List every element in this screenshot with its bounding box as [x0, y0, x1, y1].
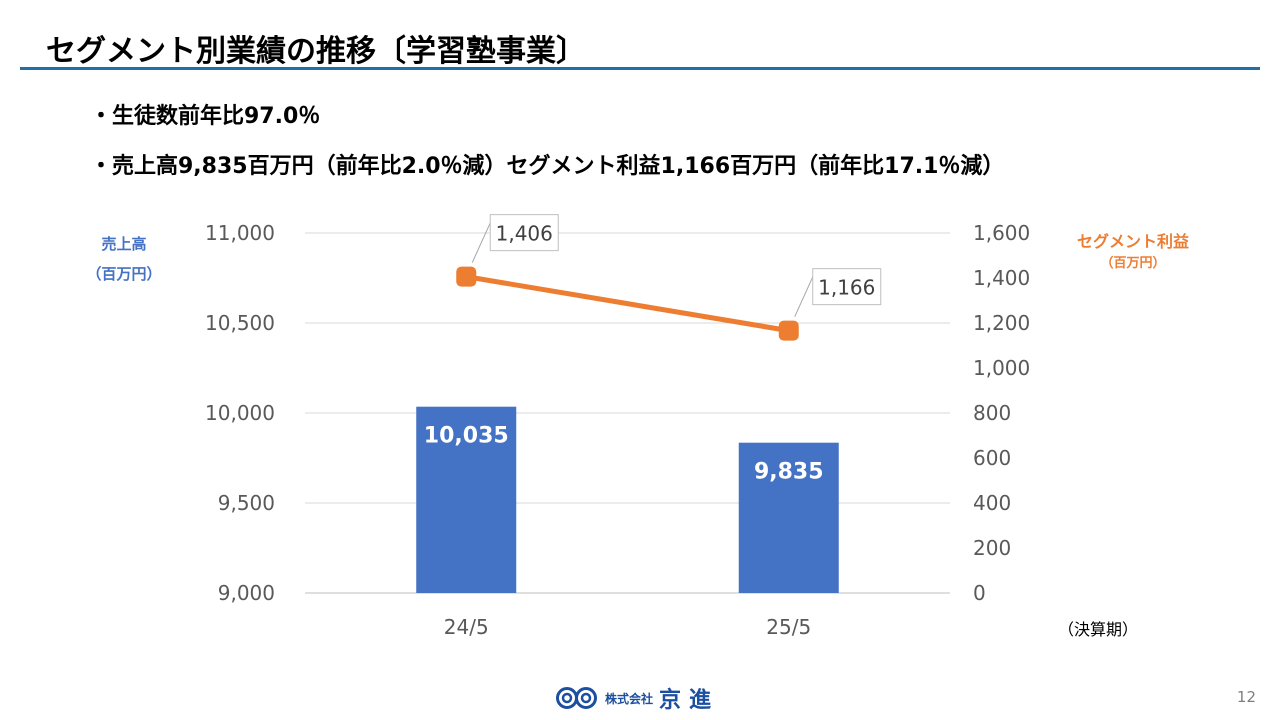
profit-label-box	[489, 214, 559, 252]
right-axis-tick-label: 1,400	[973, 266, 1030, 290]
sales-bar-label: 10,035	[424, 424, 509, 449]
left-axis-title: 売上高 （百万円）	[74, 229, 174, 289]
bullet-student-count: ・生徒数前年比97.0％	[90, 98, 320, 130]
slide-title: セグメント別業績の推移〔学習塾事業〕	[46, 34, 586, 69]
profit-label-leader	[794, 274, 815, 317]
profit-label: 1,406	[496, 222, 553, 246]
left-axis-tick-label: 10,500	[205, 311, 275, 335]
right-axis-tick-label: 400	[973, 491, 1011, 515]
title-underline	[20, 67, 1260, 70]
x-axis-tick-label: 25/5	[766, 615, 811, 639]
logo-mark-icon	[556, 687, 597, 709]
company-name: 京進	[659, 688, 720, 713]
left-axis-tick-label: 9,000	[218, 581, 275, 605]
page-number: 12	[1236, 688, 1256, 706]
right-axis-tick-label: 1,600	[973, 221, 1030, 245]
right-axis-title-line1: セグメント利益	[1076, 232, 1189, 251]
left-axis-tick-label: 9,500	[218, 491, 275, 515]
bullet-marker: ・	[90, 104, 113, 129]
left-axis-tick-label: 11,000	[205, 221, 275, 245]
profit-label-box	[812, 268, 882, 306]
sales-bar	[738, 442, 839, 593]
profit-line	[463, 274, 792, 334]
left-axis-title-line1: 売上高	[101, 235, 147, 253]
left-axis-tick-label: 10,000	[205, 401, 275, 425]
profit-marker	[456, 266, 477, 287]
bullet-text: 売上高9,835百万円（前年比2.0％減）セグメント利益1,166百万円（前年比…	[112, 154, 1005, 179]
x-axis-note: （決算期）	[1058, 620, 1139, 639]
right-axis-tick-label: 800	[973, 401, 1011, 425]
right-axis-tick-label: 1,000	[973, 356, 1030, 380]
right-axis-tick-label: 600	[973, 446, 1011, 470]
sales-bar-label: 9,835	[754, 460, 824, 485]
sales-bar	[416, 406, 517, 593]
bullet-sales-profit: ・売上高9,835百万円（前年比2.0％減）セグメント利益1,166百万円（前年…	[90, 148, 1004, 180]
left-axis-title-line2: （百万円）	[86, 265, 162, 283]
company-logo: 株式会社 京進	[555, 684, 720, 713]
right-axis-tick-label: 0	[973, 581, 986, 605]
right-axis-tick-label: 200	[973, 536, 1011, 560]
right-axis-title-line2: （百万円）	[1100, 256, 1166, 271]
right-axis-title: セグメント利益 （百万円）	[1058, 229, 1208, 273]
bullet-text: 生徒数前年比97.0％	[112, 104, 321, 129]
profit-marker	[778, 320, 799, 341]
profit-label: 1,166	[818, 276, 875, 300]
company-prefix: 株式会社	[605, 691, 654, 706]
right-axis-tick-label: 1,200	[973, 311, 1030, 335]
profit-label-leader	[471, 220, 492, 263]
bullet-marker: ・	[90, 154, 113, 179]
x-axis-tick-label: 24/5	[444, 615, 489, 639]
